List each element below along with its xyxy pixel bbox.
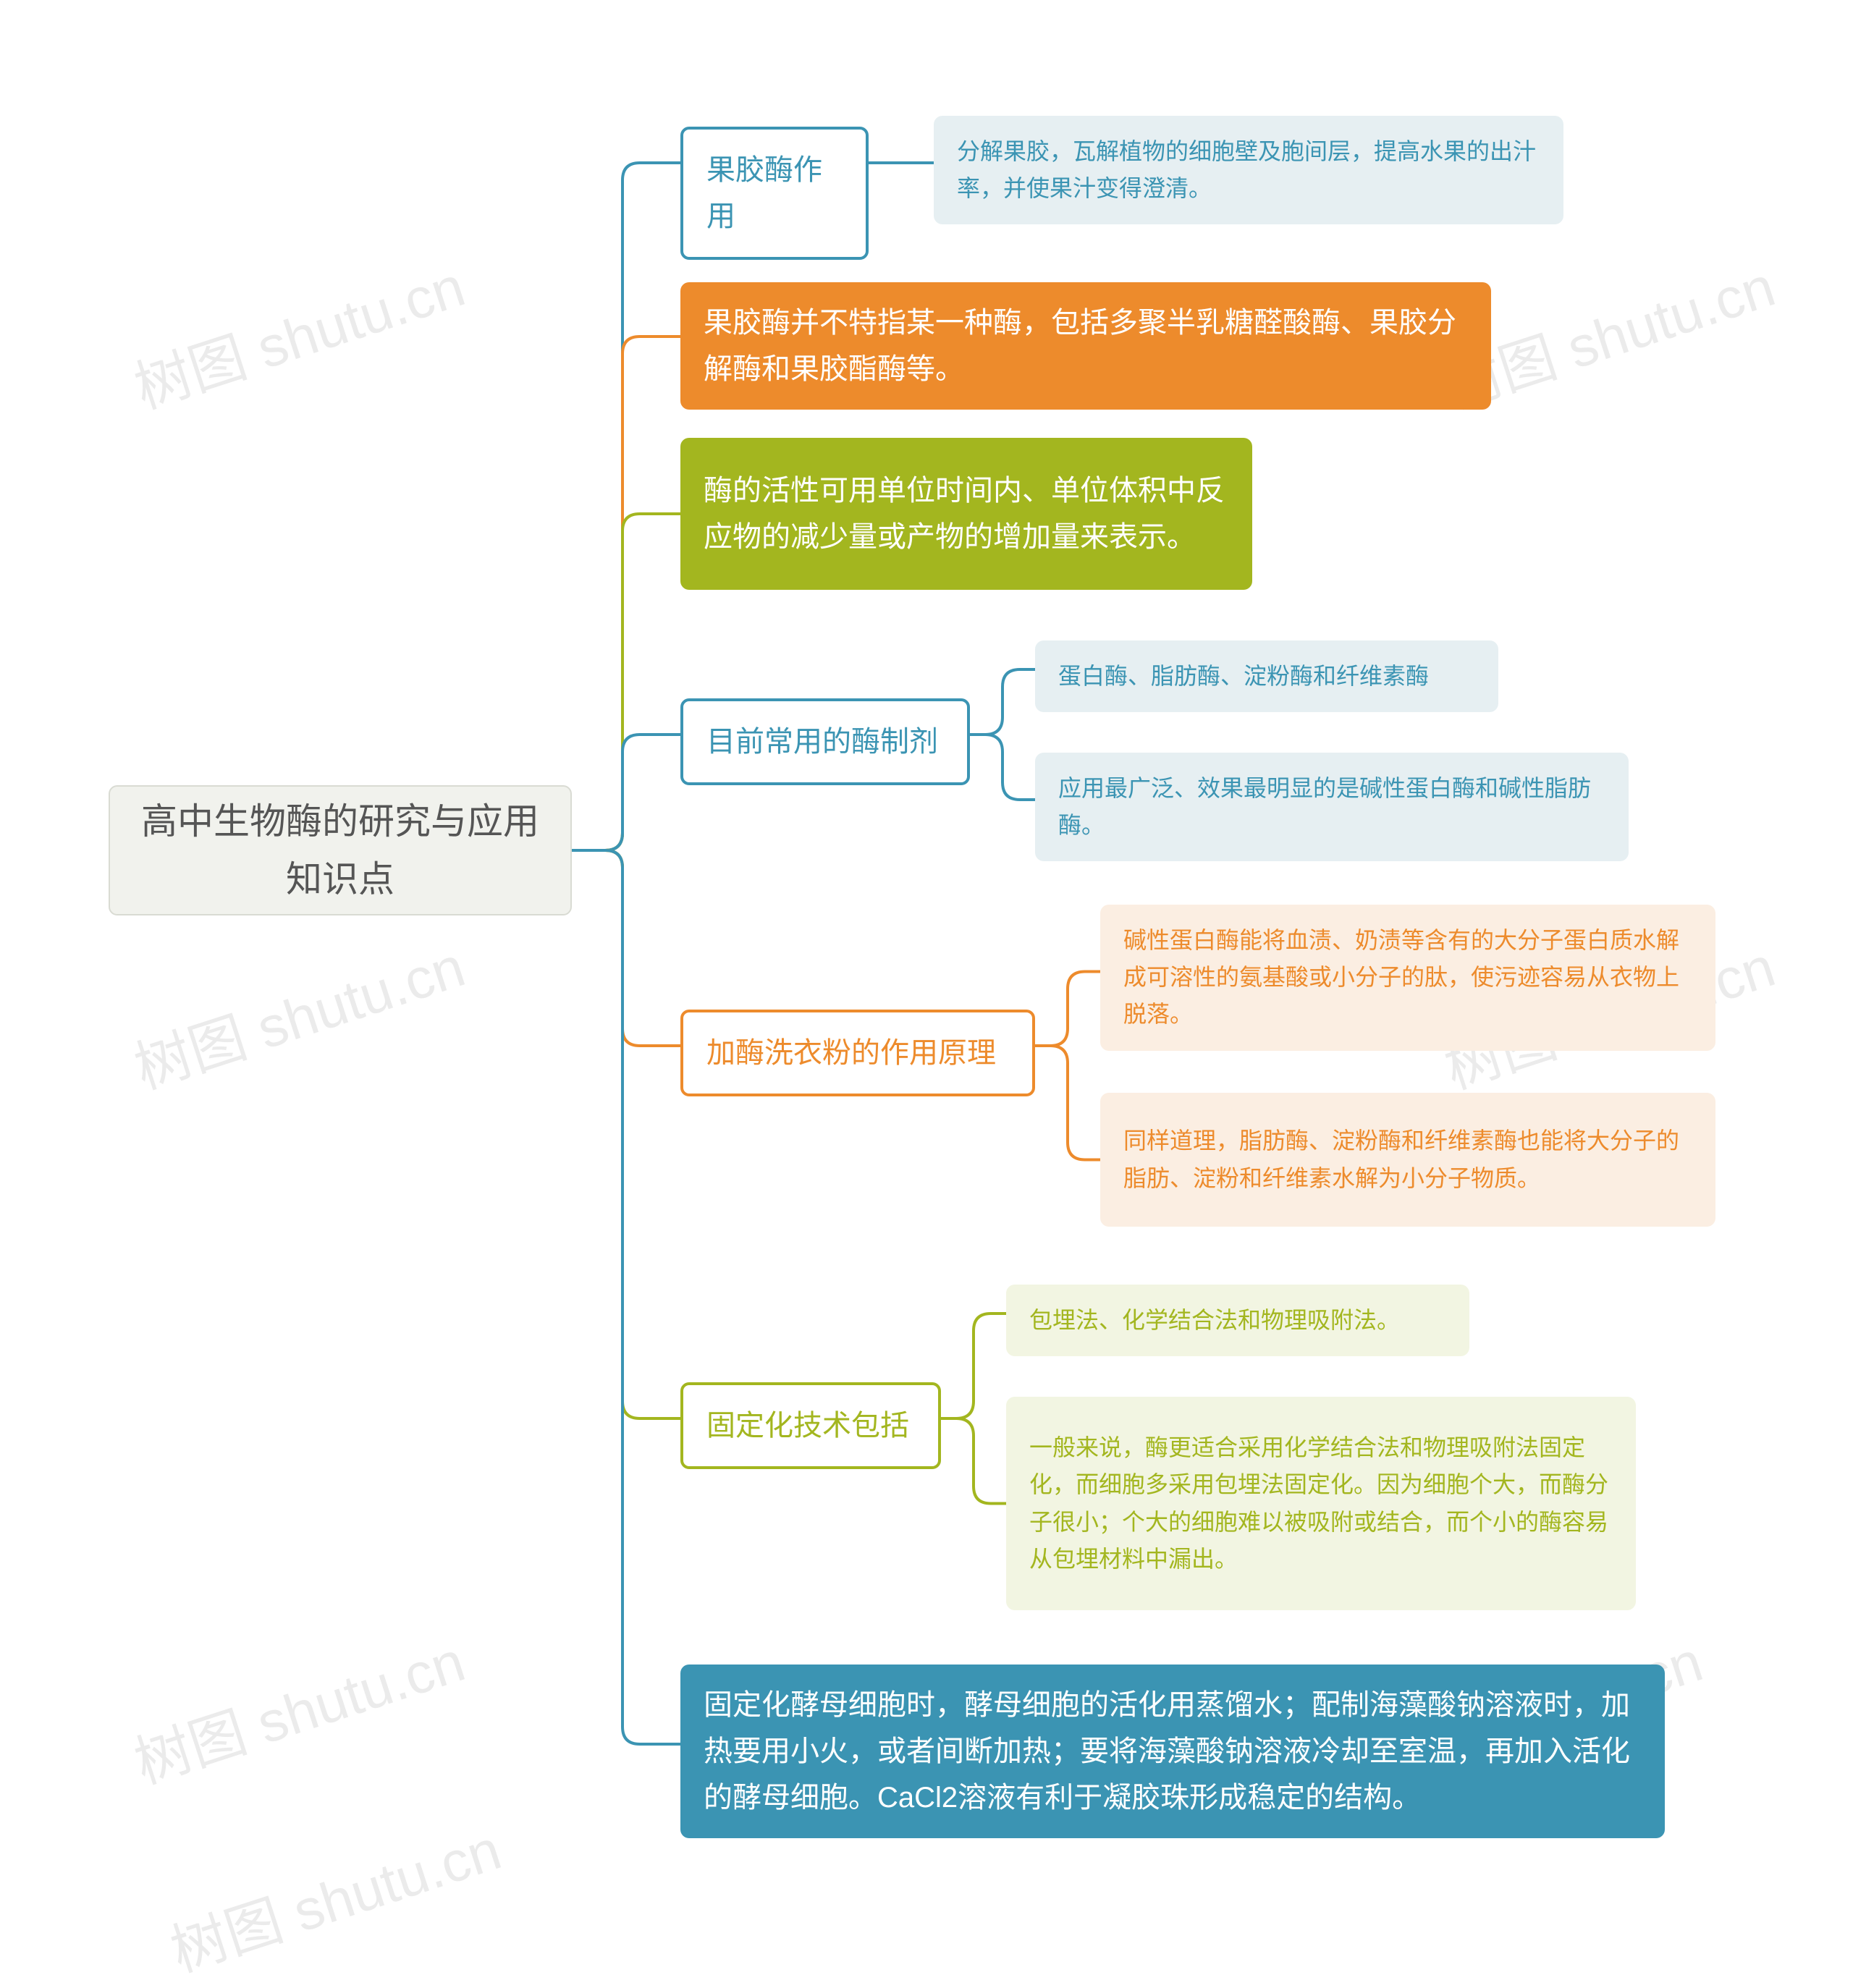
watermark: 树图 shutu.cn [123, 1617, 473, 1800]
branch-5-leaf-1-label: 碱性蛋白酶能将血渍、奶渍等含有的大分子蛋白质水解成可溶性的氨基酸或小分子的肽，使… [1123, 922, 1692, 1033]
branch-6-leaf-2: 一般来说，酶更适合采用化学结合法和物理吸附法固定化，而细胞多采用包埋法固定化。因… [1006, 1397, 1636, 1610]
branch-4-leaf-1: 蛋白酶、脂肪酶、淀粉酶和纤维素酶 [1035, 640, 1498, 712]
branch-6-label: 固定化技术包括 [706, 1403, 909, 1449]
branch-5: 加酶洗衣粉的作用原理 [680, 1010, 1035, 1096]
branch-5-leaf-2-label: 同样道理，脂肪酶、淀粉酶和纤维素酶也能将大分子的脂肪、淀粉和纤维素水解为小分子物… [1123, 1122, 1692, 1196]
branch-4-leaf-2: 应用最广泛、效果最明显的是碱性蛋白酶和碱性脂肪酶。 [1035, 753, 1629, 861]
branch-7-label: 固定化酵母细胞时，酵母细胞的活化用蒸馏水；配制海藻酸钠溶液时，加热要用小火，或者… [704, 1682, 1642, 1821]
branch-5-leaf-1: 碱性蛋白酶能将血渍、奶渍等含有的大分子蛋白质水解成可溶性的氨基酸或小分子的肽，使… [1100, 905, 1715, 1051]
branch-1-leaf-1-label: 分解果胶，瓦解植物的细胞壁及胞间层，提高水果的出汁率，并使果汁变得澄清。 [957, 133, 1540, 207]
branch-4-leaf-2-label: 应用最广泛、效果最明显的是碱性蛋白酶和碱性脂肪酶。 [1058, 770, 1605, 844]
branch-1: 果胶酶作用 [680, 127, 869, 260]
branch-4-leaf-1-label: 蛋白酶、脂肪酶、淀粉酶和纤维素酶 [1058, 658, 1429, 695]
root-label: 高中生物酶的研究与应用知识点 [133, 792, 547, 908]
branch-5-leaf-2: 同样道理，脂肪酶、淀粉酶和纤维素酶也能将大分子的脂肪、淀粉和纤维素水解为小分子物… [1100, 1093, 1715, 1227]
watermark: 树图 shutu.cn [123, 242, 473, 425]
branch-2-label: 果胶酶并不特指某一种酶，包括多聚半乳糖醛酸酶、果胶分解酶和果胶酯酶等。 [704, 300, 1468, 392]
branch-5-label: 加酶洗衣粉的作用原理 [706, 1030, 996, 1076]
branch-6: 固定化技术包括 [680, 1382, 941, 1469]
root-node: 高中生物酶的研究与应用知识点 [109, 785, 572, 915]
branch-6-leaf-1-label: 包埋法、化学结合法和物理吸附法。 [1029, 1302, 1400, 1339]
branch-1-leaf-1: 分解果胶，瓦解植物的细胞壁及胞间层，提高水果的出汁率，并使果汁变得澄清。 [934, 116, 1563, 224]
branch-6-leaf-1: 包埋法、化学结合法和物理吸附法。 [1006, 1285, 1469, 1356]
watermark: 树图 shutu.cn [159, 1805, 510, 1988]
branch-2: 果胶酶并不特指某一种酶，包括多聚半乳糖醛酸酶、果胶分解酶和果胶酯酶等。 [680, 282, 1491, 410]
branch-3: 酶的活性可用单位时间内、单位体积中反应物的减少量或产物的增加量来表示。 [680, 438, 1252, 590]
branch-6-leaf-2-label: 一般来说，酶更适合采用化学结合法和物理吸附法固定化，而细胞多采用包埋法固定化。因… [1029, 1429, 1613, 1578]
branch-4-label: 目前常用的酶制剂 [706, 719, 938, 765]
branch-7: 固定化酵母细胞时，酵母细胞的活化用蒸馏水；配制海藻酸钠溶液时，加热要用小火，或者… [680, 1665, 1665, 1838]
branch-1-label: 果胶酶作用 [706, 147, 843, 240]
watermark: 树图 shutu.cn [123, 922, 473, 1105]
mindmap-canvas: 高中生物酶的研究与应用知识点 树图 shutu.cn 树图 shutu.cn 树图 … [0, 0, 1853, 1892]
branch-3-label: 酶的活性可用单位时间内、单位体积中反应物的减少量或产物的增加量来表示。 [704, 468, 1229, 560]
branch-4: 目前常用的酶制剂 [680, 698, 970, 785]
